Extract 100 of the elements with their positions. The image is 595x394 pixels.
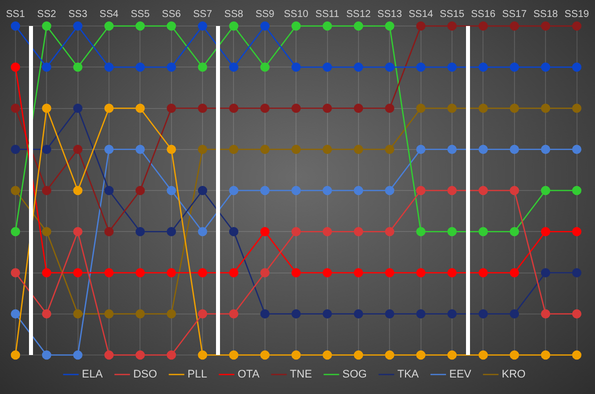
- point: [478, 104, 488, 113]
- point: [10, 350, 20, 360]
- point: [260, 104, 270, 113]
- point: [10, 104, 20, 113]
- point: [478, 350, 488, 360]
- point: [73, 226, 82, 236]
- point: [478, 21, 488, 31]
- point: [198, 21, 208, 31]
- point: [198, 309, 208, 319]
- point: [385, 226, 394, 236]
- point: [136, 309, 145, 319]
- point: [73, 62, 82, 72]
- point: [416, 186, 426, 196]
- point: [166, 62, 176, 72]
- point: [136, 104, 145, 113]
- point: [260, 226, 270, 236]
- point: [291, 309, 301, 319]
- point: [447, 268, 457, 278]
- point: [385, 62, 394, 72]
- point: [42, 186, 52, 196]
- point: [478, 309, 488, 319]
- point: [572, 268, 582, 278]
- point: [229, 144, 238, 154]
- point: [322, 268, 332, 278]
- point: [42, 21, 52, 31]
- x-tick-label: SS16: [470, 8, 496, 20]
- point: [385, 144, 394, 154]
- point: [322, 350, 332, 360]
- point: [198, 186, 208, 196]
- legend-label: KRO: [502, 368, 526, 381]
- point: [354, 62, 364, 72]
- point: [322, 309, 332, 319]
- point: [291, 104, 301, 113]
- x-tick-label: SS13: [377, 8, 402, 20]
- point: [540, 104, 550, 113]
- point: [136, 144, 145, 154]
- point: [198, 104, 208, 113]
- point: [229, 268, 238, 278]
- point: [42, 62, 52, 72]
- point: [385, 268, 394, 278]
- point: [260, 21, 270, 31]
- point: [291, 226, 301, 236]
- point: [572, 350, 582, 360]
- point: [73, 309, 82, 319]
- point: [416, 62, 426, 72]
- point: [166, 186, 176, 196]
- x-tick-label: SS7: [193, 8, 212, 20]
- x-tick-label: SS6: [162, 8, 182, 20]
- point: [166, 309, 176, 319]
- point: [260, 186, 270, 196]
- point: [73, 104, 82, 113]
- legend-label: OTA: [238, 368, 260, 381]
- point: [322, 21, 332, 31]
- x-tick-label: SS4: [100, 8, 119, 20]
- point: [10, 309, 20, 319]
- point: [260, 309, 270, 319]
- point: [572, 186, 582, 196]
- point: [198, 226, 208, 236]
- point: [540, 309, 550, 319]
- x-tick-label: SS8: [224, 8, 244, 20]
- x-tick-label: SS2: [37, 8, 57, 20]
- point: [291, 186, 301, 196]
- point: [572, 309, 582, 319]
- x-tick-label: SS3: [68, 8, 88, 20]
- point: [540, 226, 550, 236]
- point: [447, 62, 457, 72]
- point: [478, 144, 488, 154]
- point: [229, 62, 238, 72]
- x-tick-label: SS17: [502, 8, 528, 20]
- point: [510, 144, 520, 154]
- point: [42, 144, 52, 154]
- point: [229, 104, 238, 113]
- point: [540, 350, 550, 360]
- point: [322, 62, 332, 72]
- point: [104, 226, 114, 236]
- point: [166, 226, 176, 236]
- point: [385, 350, 394, 360]
- point: [385, 104, 394, 113]
- point: [104, 104, 114, 113]
- legend-label: SOG: [342, 368, 367, 381]
- point: [104, 309, 114, 319]
- point: [198, 268, 208, 278]
- point: [572, 104, 582, 113]
- point: [354, 104, 364, 113]
- point: [73, 268, 82, 278]
- legend-label: TKA: [397, 368, 420, 381]
- point: [42, 104, 52, 113]
- point: [540, 144, 550, 154]
- point: [354, 350, 364, 360]
- x-tick-label: SS12: [346, 8, 372, 20]
- point: [73, 186, 82, 196]
- point: [478, 268, 488, 278]
- point: [385, 21, 394, 31]
- point: [10, 144, 20, 154]
- point: [229, 21, 238, 31]
- legend-label: PLL: [188, 368, 208, 381]
- point: [447, 186, 457, 196]
- point: [478, 226, 488, 236]
- point: [354, 268, 364, 278]
- point: [260, 268, 270, 278]
